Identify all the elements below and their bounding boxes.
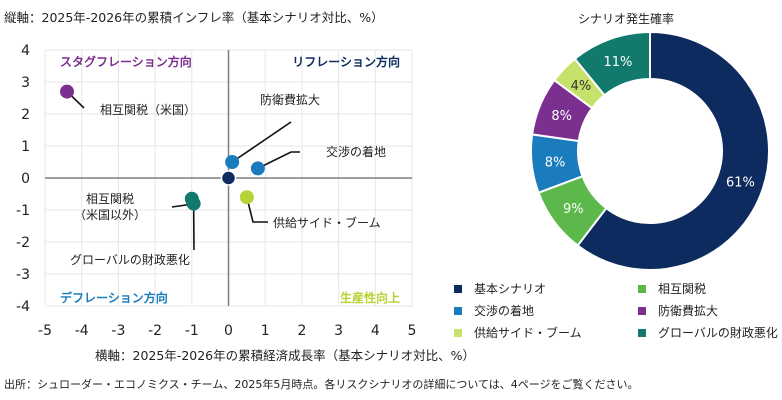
x-tick-label: -3 [111,323,125,339]
label-trade-deal: 交渉の着地 [326,144,386,159]
donut-value-labels: 61% 9% 8% 8% 4% 11% [545,55,755,217]
donut-chart: 61% 9% 8% 8% 4% 11% [530,30,770,271]
x-tick-label: 3 [334,323,343,339]
x-tick-label: -2 [148,323,162,339]
slice-value-label: 8% [545,155,566,170]
y-tick-label: -4 [16,299,30,315]
donut-slices [530,30,770,271]
slice-global-fiscal [573,30,651,97]
legend-swatch [454,306,462,315]
x-tick-label: -5 [38,323,52,339]
leader-line [231,121,292,163]
scatter-chart: 4 3 2 1 0 -1 -2 -3 -4 -5 -4 -3 -2 -1 0 1 2 3 4 5 スタグフレーション方… [16,43,416,339]
quadrant-label-reflation: リフレーション方向 [292,54,400,69]
legend-label: 交渉の着地 [474,304,535,318]
legend-label: グローバルの財政悪化 [658,326,778,340]
point-global-fiscal [186,196,201,211]
label-tariff-ex-us: 相互関税 [86,192,134,206]
x-tick-label: -1 [185,323,199,339]
leader-lines [66,91,300,251]
donut-legend: 基本シナリオ 相互関税交渉の着地 防衛費拡大供給サイド・ブーム グローバルの財政悪化 [446,280,782,344]
legend-swatch [454,284,462,293]
x-tick-label: 4 [371,323,380,339]
y-tick-label: -2 [16,235,30,251]
x-tick-label: 2 [297,323,306,339]
donut-title: シナリオ発生確率 [578,12,675,26]
y-tick-label: -1 [16,203,30,219]
y-tick-label: -3 [16,267,30,283]
label-tariff-ex-us: （米国以外） [74,208,146,222]
quadrant-label-productivity: 生産性向上 [340,290,400,305]
point-defense-spending [225,155,240,169]
quadrant-labels: スタグフレーション方向 リフレーション方向 デフレーション方向 生産性向上 [60,54,400,305]
source-note: 出所：シュローダー・エコノミクス・チーム、2025年5月時点。各リスクシナリオの… [4,378,639,391]
legend-label: 基本シナリオ [474,282,547,296]
legend-label: 相互関税 [658,282,707,296]
tick-labels: 4 3 2 1 0 -1 -2 -3 -4 -5 -4 -3 -2 -1 0 1 2 3 4 5 [16,43,416,339]
y-tick-label: 4 [21,43,30,59]
y-tick-label: 3 [21,75,30,91]
leader-line [257,151,300,170]
leader-line [246,197,268,223]
point-us-tariff [60,84,75,99]
legend-swatch [454,328,462,337]
legend-global-fiscal: グローバルの財政悪化 [638,324,778,341]
data-points [60,84,265,211]
quadrant-label-stagflation: スタグフレーション方向 [60,54,192,69]
legend-tariff: 相互関税 [638,280,706,297]
x-tick-label: 0 [224,323,233,339]
legend-swatch [638,328,646,337]
legend-swatch [638,284,646,293]
slice-value-label: 9% [563,202,584,217]
x-tick-label: 1 [261,323,270,339]
slice-value-label: 8% [551,109,572,124]
legend-trade-deal: 交渉の着地 [454,302,534,319]
y-tick-label: 1 [21,139,30,155]
y-tick-label: 2 [21,107,30,123]
y-tick-label: 0 [21,171,30,187]
x-tick-label: 5 [408,323,417,339]
y-axis-title: 縦軸：2025年-2026年の累積インフレ率（基本シナリオ対比、%） [4,10,384,25]
point-supply-boom [239,190,254,205]
x-axis-title: 横軸：2025年-2026年の累積経済成長率（基本シナリオ対比、%） [95,348,476,363]
label-defense-spending: 防衛費拡大 [260,92,320,107]
slice-base-scenario [576,30,770,271]
legend-base-scenario: 基本シナリオ [454,280,546,297]
label-global-fiscal: グローバルの財政悪化 [70,252,190,267]
label-supply-boom: 供給サイド・ブーム [273,215,381,230]
slice-value-label: 61% [726,176,755,191]
quadrant-label-deflation: デフレーション方向 [60,290,168,305]
x-tick-label: -4 [75,323,89,339]
slice-value-label: 4% [571,79,592,94]
label-us-tariff: 相互関税（米国） [100,103,196,117]
legend-defense-spending: 防衛費拡大 [638,302,718,319]
point-trade-deal [250,161,265,176]
legend-label: 防衛費拡大 [658,304,719,318]
legend-supply-boom: 供給サイド・ブーム [454,324,582,341]
legend-label: 供給サイド・ブーム [474,326,582,340]
legend-swatch [638,306,646,315]
point-base-scenario [220,170,237,186]
slice-value-label: 11% [604,55,633,70]
